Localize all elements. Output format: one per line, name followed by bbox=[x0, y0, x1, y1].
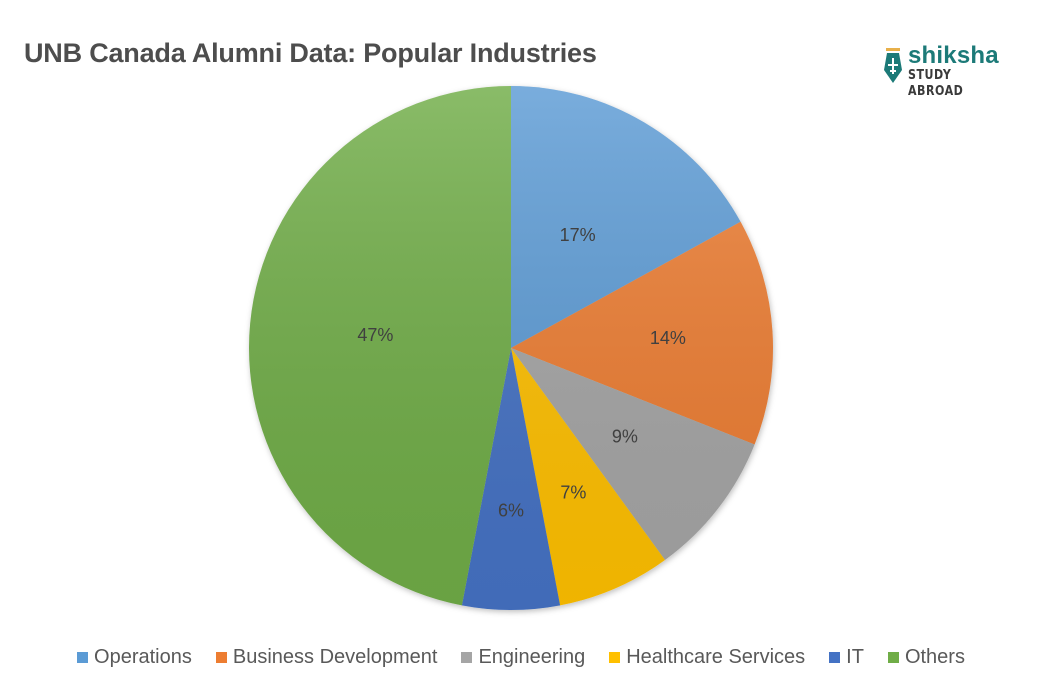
legend-label: IT bbox=[846, 646, 864, 668]
data-label: 47% bbox=[357, 325, 393, 345]
legend-swatch bbox=[609, 652, 621, 663]
legend-item-operations[interactable]: Operations bbox=[77, 646, 192, 669]
legend-item-business-development[interactable]: Business Development bbox=[215, 646, 438, 669]
logo-name: shiksha bbox=[908, 42, 999, 69]
data-label: 9% bbox=[612, 426, 638, 446]
chart-legend: Operations Business Development Engineer… bbox=[0, 646, 1042, 669]
data-label: 6% bbox=[498, 500, 524, 520]
legend-swatch bbox=[829, 652, 841, 663]
legend-label: Engineering bbox=[478, 646, 586, 668]
chart-title: UNB Canada Alumni Data: Popular Industri… bbox=[24, 38, 597, 68]
legend-item-it[interactable]: IT bbox=[829, 646, 864, 669]
pie-slice-others[interactable] bbox=[248, 86, 511, 606]
data-label: 17% bbox=[560, 225, 596, 245]
legend-item-others[interactable]: Others bbox=[887, 646, 965, 669]
data-label: 14% bbox=[650, 328, 686, 348]
legend-label: Healthcare Services bbox=[626, 646, 806, 668]
pen-nib-plane-icon bbox=[884, 48, 902, 83]
data-label: 7% bbox=[560, 482, 586, 502]
logo-subtitle: STUDY ABROAD bbox=[908, 68, 964, 99]
legend-item-engineering[interactable]: Engineering bbox=[461, 646, 585, 669]
legend-swatch bbox=[215, 652, 227, 663]
legend-swatch bbox=[461, 652, 473, 663]
legend-label: Business Development bbox=[232, 646, 438, 668]
legend-swatch bbox=[887, 652, 899, 663]
shiksha-logo: shiksha STUDY ABROAD bbox=[882, 42, 1022, 99]
legend-item-healthcare-services[interactable]: Healthcare Services bbox=[609, 646, 805, 669]
legend-swatch bbox=[77, 652, 89, 663]
pie-chart: 17% 14% 9% 7% 6% 47% bbox=[248, 86, 773, 610]
legend-label: Others bbox=[904, 646, 965, 668]
legend-label: Operations bbox=[94, 646, 192, 668]
